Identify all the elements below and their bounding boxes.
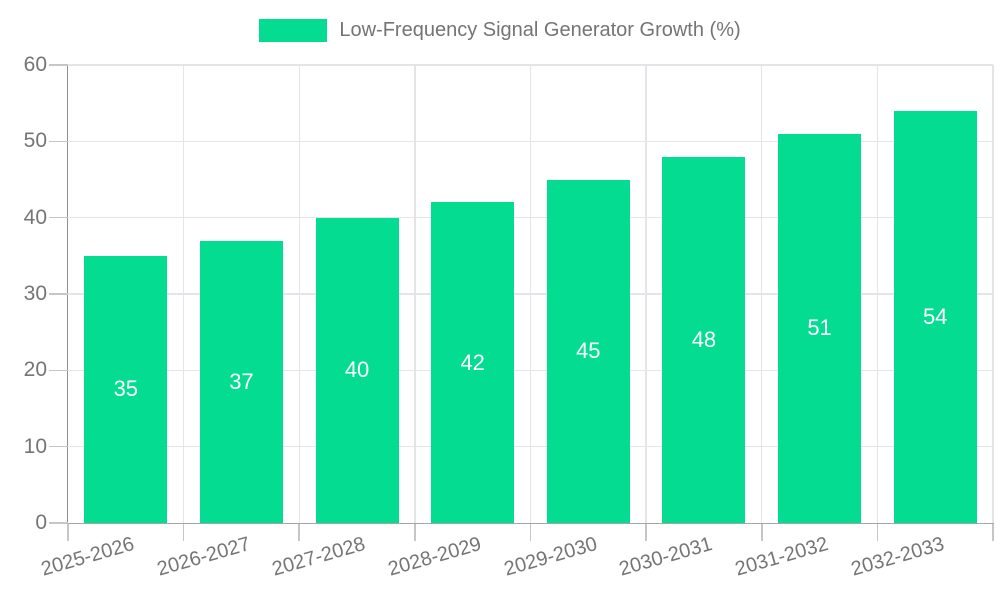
legend: Low-Frequency Signal Generator Growth (%… xyxy=(0,19,1000,42)
bar-value-label: 42 xyxy=(460,349,485,375)
x-tick-mark xyxy=(182,524,185,541)
y-tick-mark xyxy=(49,445,68,448)
x-tick-mark xyxy=(992,524,994,541)
bar-value-label: 54 xyxy=(922,303,948,329)
x-tick-mark xyxy=(67,524,69,541)
v-gridline xyxy=(414,65,416,523)
bar-2027-2028: 40 xyxy=(315,217,399,523)
x-tick-mark xyxy=(414,524,416,541)
x-tick-label: 2029-2030 xyxy=(501,533,600,581)
bar-value-label: 45 xyxy=(576,338,601,364)
y-tick-label: 0 xyxy=(35,511,47,535)
x-axis-line xyxy=(67,522,994,525)
v-gridline xyxy=(645,65,647,523)
bar-value-label: 35 xyxy=(113,376,139,402)
y-tick-label: 10 xyxy=(23,434,47,458)
v-gridline xyxy=(992,65,994,523)
x-tick-label: 2025-2026 xyxy=(38,533,137,581)
y-tick-label: 30 xyxy=(23,282,47,306)
bar-value-label: 51 xyxy=(807,315,832,341)
x-tick-mark xyxy=(529,524,532,541)
x-tick-label: 2030-2031 xyxy=(616,533,716,581)
y-tick-mark xyxy=(49,64,68,66)
y-tick-label: 60 xyxy=(23,53,47,77)
y-tick-label: 50 xyxy=(23,129,47,153)
x-tick-mark xyxy=(298,524,301,541)
bar-2029-2030: 45 xyxy=(546,179,630,523)
y-tick-mark xyxy=(49,522,68,524)
bar-value-label: 48 xyxy=(691,326,717,352)
x-tick-label: 2031-2032 xyxy=(732,533,831,581)
v-gridline xyxy=(761,65,763,523)
bar-value-label: 40 xyxy=(344,357,370,383)
x-tick-mark xyxy=(876,524,879,541)
x-tick-label: 2032-2033 xyxy=(848,533,947,581)
bar-2026-2027: 37 xyxy=(199,240,283,523)
y-tick-label: 40 xyxy=(23,205,47,229)
legend-swatch[interactable] xyxy=(259,19,328,42)
bar-2025-2026: 35 xyxy=(84,255,168,523)
v-gridline xyxy=(876,65,879,523)
bar-2030-2031: 48 xyxy=(662,156,746,523)
x-tick-label: 2026-2027 xyxy=(154,533,253,581)
y-axis-labels: 0 10 20 30 40 50 60 xyxy=(0,54,47,533)
plot-area: 35 37 40 42 45 48 51 54 xyxy=(68,64,994,523)
y-tick-mark xyxy=(49,293,68,295)
y-tick-mark xyxy=(49,140,68,143)
bar-2028-2029: 42 xyxy=(431,202,515,523)
x-tick-label: 2027-2028 xyxy=(270,533,369,581)
bar-value-label: 37 xyxy=(229,368,254,394)
bar-2031-2032: 51 xyxy=(778,133,862,523)
y-tick-mark xyxy=(49,216,68,219)
y-tick-label: 20 xyxy=(23,358,47,382)
legend-label[interactable]: Low-Frequency Signal Generator Growth (%… xyxy=(339,19,741,41)
x-tick-mark xyxy=(760,524,763,541)
x-tick-label: 2028-2029 xyxy=(385,533,484,581)
bar-2032-2033: 54 xyxy=(893,110,977,523)
v-gridline xyxy=(529,65,532,523)
v-gridline xyxy=(298,65,300,523)
x-tick-mark xyxy=(645,524,647,541)
v-gridline xyxy=(182,65,185,523)
y-tick-mark xyxy=(49,369,68,372)
